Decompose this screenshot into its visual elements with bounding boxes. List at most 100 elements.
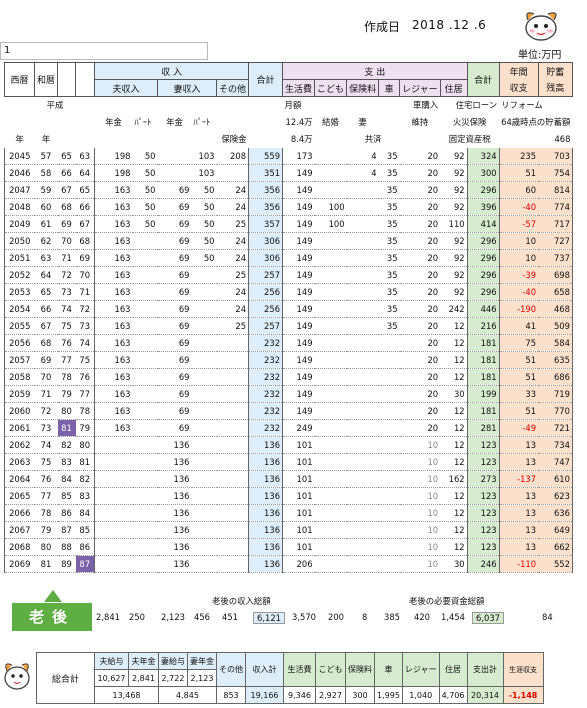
cell-y[interactable]: 2050 [4,232,35,250]
cell-car[interactable]: 35 [378,164,400,182]
cell-o[interactable] [216,470,250,488]
cell-an[interactable]: 13 [499,487,539,505]
cell-w2[interactable] [191,555,217,573]
cell-o[interactable]: 25 [216,317,250,335]
cell-car[interactable]: 35 [378,249,400,267]
cell-a2[interactable]: 85 [75,521,96,539]
cell-an[interactable]: 60 [499,181,539,199]
cell-a2[interactable]: 68 [75,232,96,250]
cell-sv[interactable]: 552 [538,555,573,573]
cell-ti[interactable]: 136 [248,487,284,505]
cell-hou[interactable]: 92 [440,232,468,250]
cell-w1[interactable]: 69 [157,249,192,267]
cell-o[interactable] [216,334,250,352]
cell-sv[interactable]: 734 [538,436,573,454]
cell-h2[interactable] [132,249,158,267]
cell-y[interactable]: 2055 [4,317,35,335]
cell-a1[interactable]: 85 [57,487,76,505]
cell-car[interactable] [378,470,400,488]
cell-y[interactable]: 2061 [4,419,35,437]
cell-h1[interactable]: 163 [94,317,133,335]
cell-h1[interactable]: 163 [94,419,133,437]
cell-c[interactable] [314,249,347,267]
cell-a2[interactable]: 78 [75,402,96,420]
cell-sv[interactable]: 698 [538,266,573,284]
cell-car[interactable]: 35 [378,181,400,199]
cell-ins[interactable] [346,300,379,318]
cell-ti[interactable]: 306 [248,249,284,267]
cell-to[interactable]: 296 [467,249,500,267]
cell-w1[interactable]: 69 [157,232,192,250]
cell-car[interactable] [378,436,400,454]
cell-to[interactable]: 296 [467,266,500,284]
cell-a1[interactable]: 71 [57,249,76,267]
cell-to[interactable]: 123 [467,504,500,522]
cell-ins[interactable] [346,232,379,250]
cell-to[interactable]: 181 [467,351,500,369]
cell-l[interactable]: 149 [282,266,315,284]
cell-w2[interactable] [191,504,217,522]
cell-sv[interactable]: 686 [538,368,573,386]
cell-a1[interactable]: 69 [57,215,76,233]
cell-lei[interactable]: 10 [399,487,441,505]
cell-w2[interactable] [191,402,217,420]
cell-car[interactable]: 35 [378,317,400,335]
cell-an[interactable]: 51 [499,368,539,386]
cell-ins[interactable] [346,436,379,454]
cell-ins[interactable] [346,368,379,386]
cell-an[interactable]: 51 [499,351,539,369]
cell-sv[interactable]: 747 [538,453,573,471]
cell-sv[interactable]: 509 [538,317,573,335]
cell-h2[interactable] [132,334,158,352]
cell-lei[interactable]: 20 [399,351,441,369]
cell-to[interactable]: 300 [467,164,500,182]
cell-an[interactable]: 33 [499,385,539,403]
cell-o[interactable]: 208 [216,147,250,165]
cell-a2[interactable]: 82 [75,470,96,488]
cell-ins[interactable] [346,419,379,437]
cell-car[interactable] [378,334,400,352]
cell-h2[interactable] [132,453,158,471]
cell-to[interactable]: 324 [467,147,500,165]
cell-h1[interactable] [94,470,133,488]
cell-h2[interactable] [132,283,158,301]
cell-an[interactable]: 13 [499,538,539,556]
cell-w[interactable]: 66 [34,300,58,318]
cell-to[interactable]: 216 [467,317,500,335]
cell-h1[interactable]: 163 [94,266,133,284]
cell-an[interactable]: -49 [499,419,539,437]
cell-ins[interactable] [346,453,379,471]
cell-a1[interactable]: 68 [57,198,76,216]
cell-a2[interactable]: 84 [75,504,96,522]
input-cell[interactable]: 1 [0,42,208,60]
cell-to[interactable]: 123 [467,453,500,471]
cell-w2[interactable] [191,521,217,539]
cell-lei[interactable]: 20 [399,164,441,182]
cell-w2[interactable]: 50 [191,249,217,267]
cell-ti[interactable]: 232 [248,368,284,386]
cell-a1[interactable]: 78 [57,368,76,386]
cell-ins[interactable] [346,181,379,199]
cell-c[interactable] [314,351,347,369]
cell-y[interactable]: 2047 [4,181,35,199]
cell-w1[interactable]: 69 [157,266,192,284]
cell-w[interactable]: 60 [34,198,58,216]
cell-h2[interactable] [132,300,158,318]
cell-h1[interactable]: 198 [94,164,133,182]
cell-l[interactable]: 149 [282,249,315,267]
cell-o[interactable] [216,351,250,369]
cell-w[interactable]: 58 [34,164,58,182]
cell-a1[interactable]: 87 [57,521,76,539]
cell-l[interactable]: 149 [282,368,315,386]
cell-h2[interactable]: 50 [132,181,158,199]
cell-an[interactable]: 41 [499,317,539,335]
cell-y[interactable]: 2051 [4,249,35,267]
cell-a2[interactable]: 66 [75,198,96,216]
cell-a2[interactable]: 73 [75,317,96,335]
cell-h1[interactable]: 163 [94,368,133,386]
cell-ti[interactable]: 351 [248,164,284,182]
cell-w2[interactable] [191,385,217,403]
cell-h2[interactable] [132,555,158,573]
cell-w[interactable]: 81 [34,555,58,573]
cell-hou[interactable]: 30 [440,555,468,573]
